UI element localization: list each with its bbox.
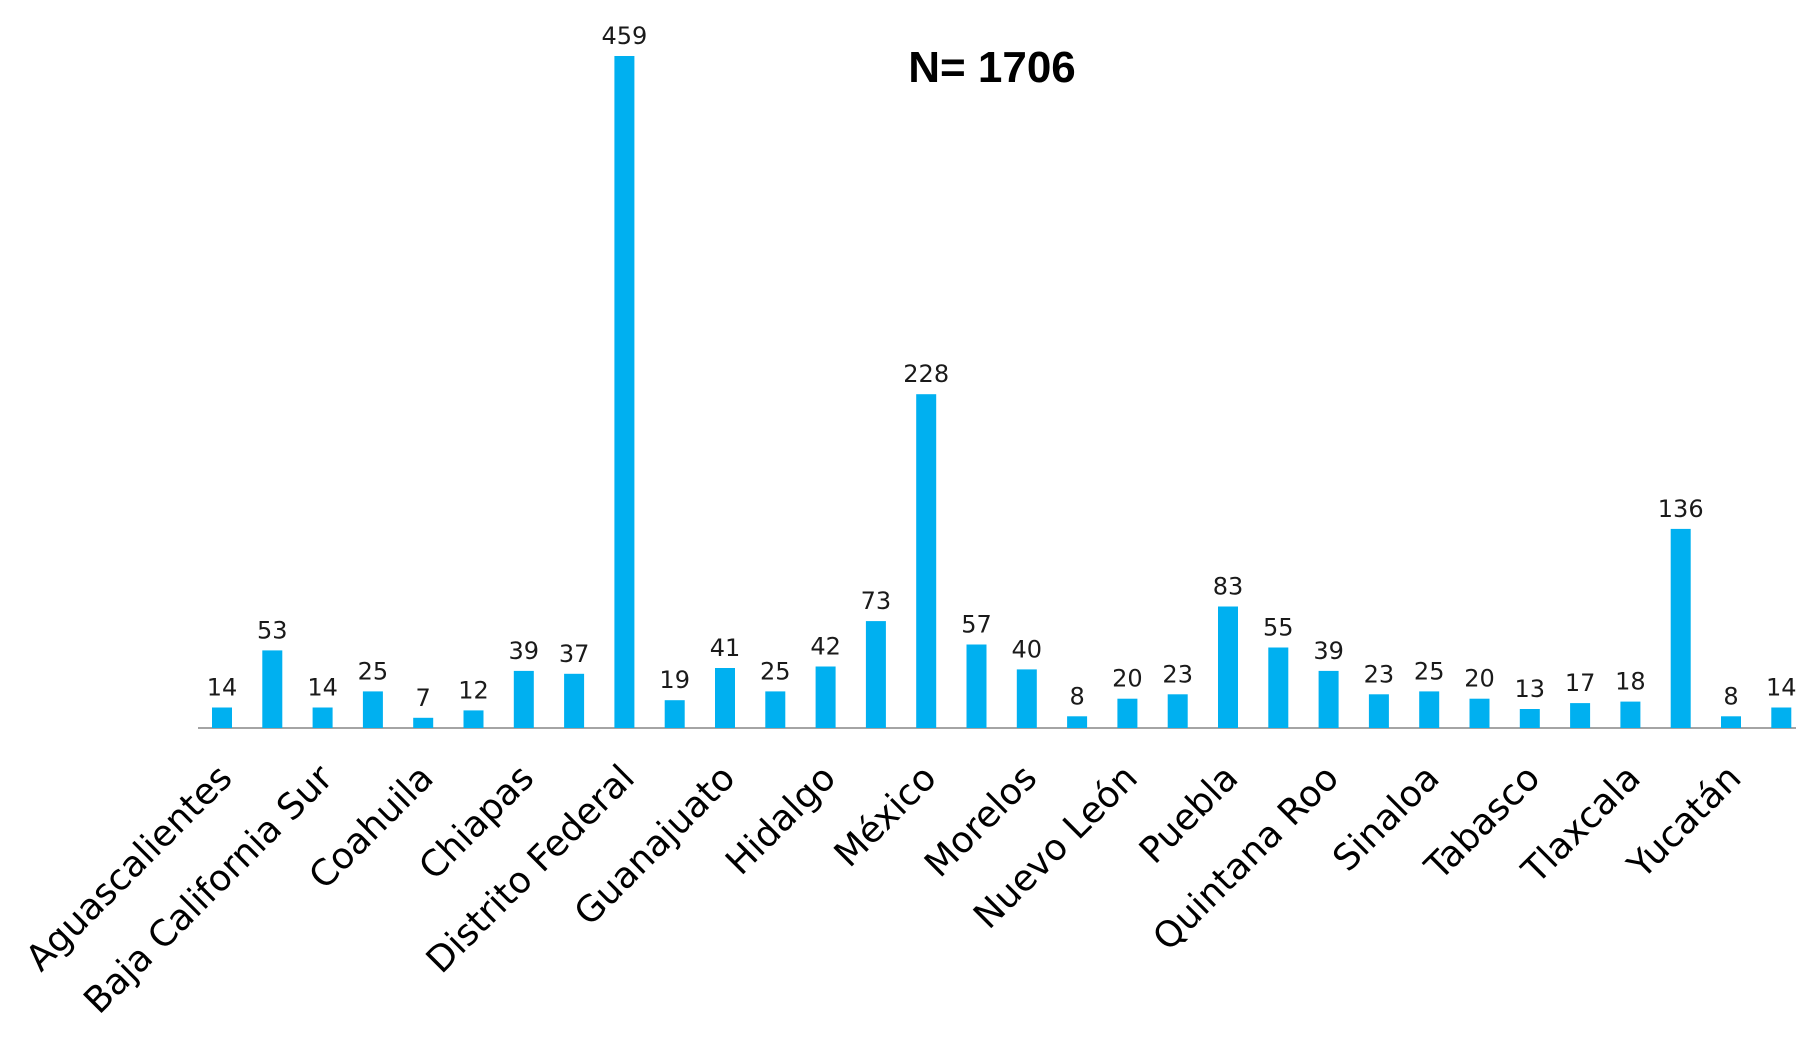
bar-30 <box>1721 716 1741 728</box>
value-label-26: 13 <box>1515 675 1546 703</box>
bar-26 <box>1519 709 1540 728</box>
value-label-16: 40 <box>1012 635 1043 663</box>
bar-2 <box>312 707 333 728</box>
value-label-11: 25 <box>760 657 791 685</box>
value-label-27: 17 <box>1565 669 1596 697</box>
bar-0 <box>212 707 232 728</box>
bar-23 <box>1368 694 1389 728</box>
bar-28 <box>1620 701 1641 728</box>
value-label-18: 20 <box>1112 665 1143 693</box>
value-label-24: 25 <box>1414 657 1445 685</box>
bar-4 <box>413 717 434 728</box>
bar-8 <box>614 56 635 728</box>
category-label-22: Quintana Roo <box>1145 757 1346 958</box>
bar-25 <box>1469 698 1490 728</box>
chart-title: N= 1706 <box>908 43 1076 92</box>
bar-29 <box>1670 528 1691 728</box>
bar-12 <box>815 666 836 728</box>
bar-11 <box>765 691 786 728</box>
category-label-12: Hidalgo <box>718 757 844 883</box>
value-label-15: 57 <box>961 611 992 639</box>
value-label-20: 83 <box>1213 573 1244 601</box>
bar-21 <box>1268 647 1289 728</box>
value-label-5: 12 <box>458 676 489 704</box>
bar-14 <box>916 394 937 728</box>
value-label-9: 19 <box>659 666 690 694</box>
value-label-29: 136 <box>1658 495 1704 523</box>
bar-20 <box>1218 606 1238 728</box>
value-label-25: 20 <box>1464 665 1495 693</box>
bar-15 <box>966 644 987 728</box>
value-label-30: 8 <box>1723 682 1738 710</box>
bar-7 <box>564 673 585 728</box>
value-label-6: 39 <box>509 637 540 665</box>
bar-1 <box>262 650 283 728</box>
value-label-28: 18 <box>1615 668 1646 696</box>
value-label-10: 41 <box>710 634 741 662</box>
value-label-14: 228 <box>903 360 949 388</box>
bar-5 <box>463 710 484 728</box>
value-label-1: 53 <box>257 616 288 644</box>
bar-17 <box>1067 716 1088 728</box>
bar-27 <box>1570 703 1591 728</box>
value-label-21: 55 <box>1263 614 1294 642</box>
bar-31 <box>1771 707 1792 728</box>
bar-10 <box>715 668 735 728</box>
value-label-0: 14 <box>207 674 238 702</box>
value-label-7: 37 <box>559 640 590 668</box>
value-label-22: 39 <box>1313 637 1344 665</box>
bar-22 <box>1318 670 1339 728</box>
value-label-13: 73 <box>861 587 892 615</box>
value-label-12: 42 <box>810 633 841 661</box>
value-label-8: 459 <box>601 22 647 50</box>
bar-24 <box>1419 691 1440 728</box>
bar-9 <box>664 700 685 728</box>
bar-13 <box>865 621 886 728</box>
bar-6 <box>513 670 534 728</box>
value-label-23: 23 <box>1364 660 1395 688</box>
value-label-3: 25 <box>358 657 389 685</box>
bar-19 <box>1167 694 1188 728</box>
value-labels-group: 14 53 14 25 7 12 39 37 459 19 41 25 42 73 228 57 40 8 20 23… <box>207 22 1796 712</box>
bars-group <box>212 56 1792 728</box>
value-label-2: 14 <box>307 674 338 702</box>
value-label-19: 23 <box>1162 660 1193 688</box>
value-label-4: 7 <box>416 684 431 712</box>
bar-16 <box>1016 669 1037 728</box>
bar-3 <box>362 691 383 728</box>
bar-18 <box>1117 698 1138 728</box>
value-label-31: 14 <box>1766 674 1796 702</box>
value-label-17: 8 <box>1069 682 1084 710</box>
